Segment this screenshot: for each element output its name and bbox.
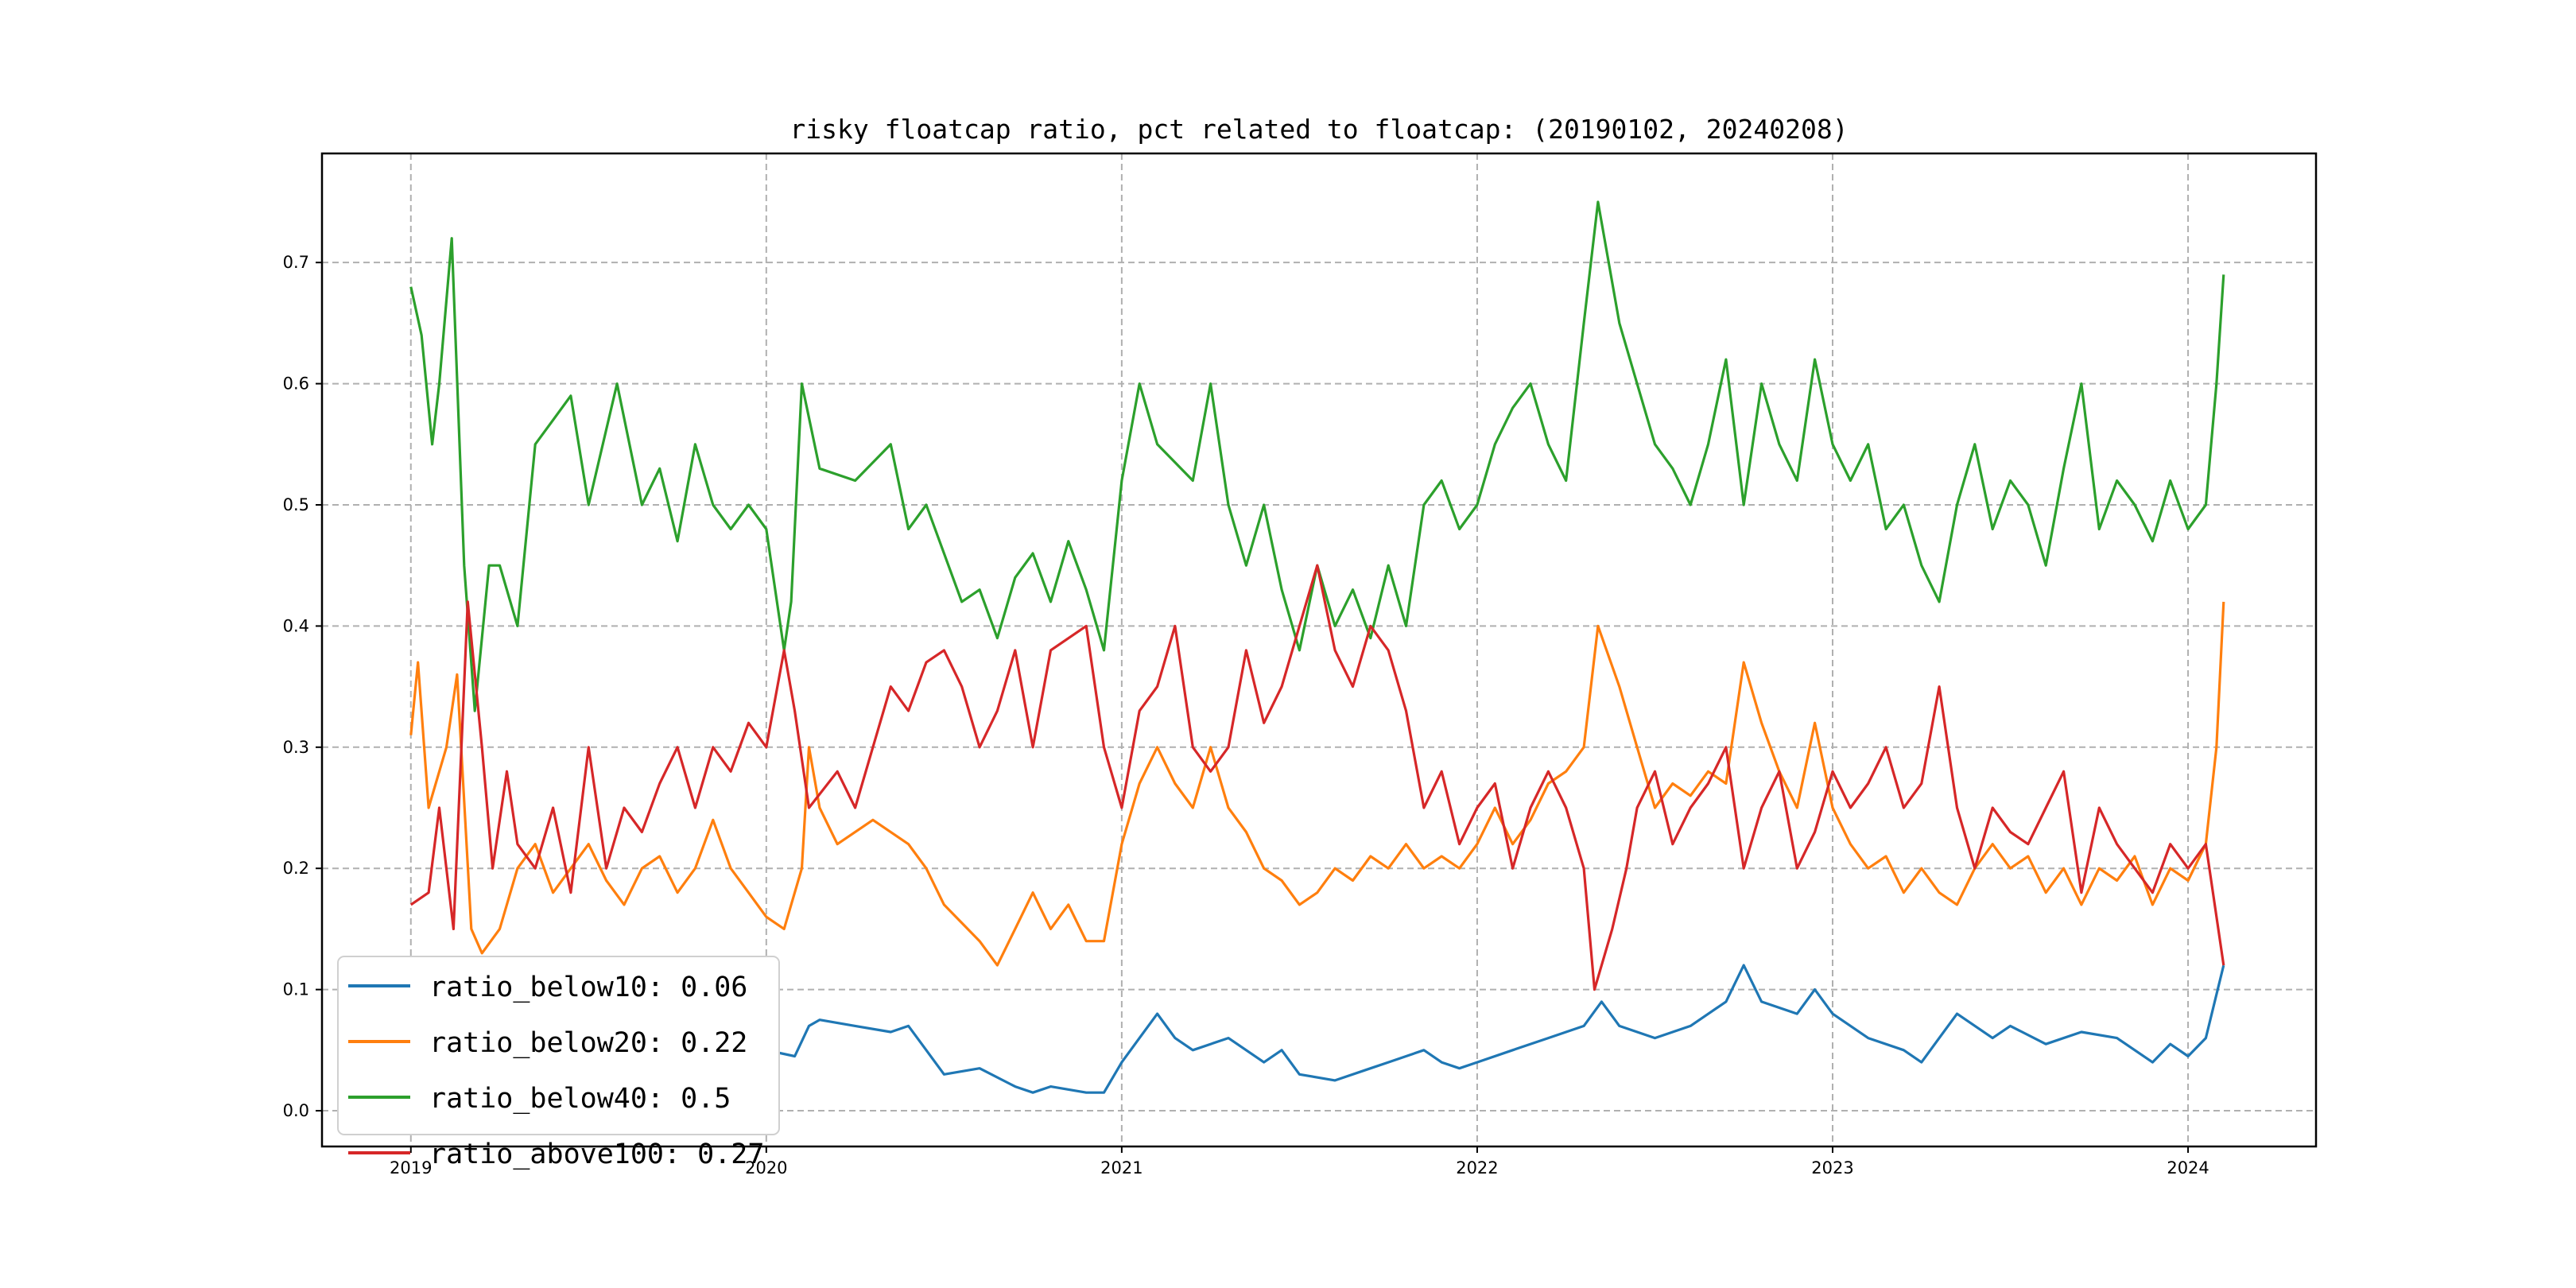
legend-label-ratio_below10: ratio_below10: 0.06: [429, 972, 747, 1003]
x-tick-label: 2024: [2167, 1158, 2209, 1177]
legend-label-ratio_above100: ratio_above100: 0.27: [429, 1139, 764, 1170]
y-tick-label: 0.7: [283, 253, 309, 272]
x-tick-label: 2021: [1100, 1158, 1143, 1177]
legend-box: [337, 956, 780, 1135]
plot-frame: [320, 152, 2318, 1148]
y-tick-label: 0.1: [283, 980, 309, 999]
axis-ticks: 2019 2020 2021 2022 2023 2024 0.0 0.1 0.2 0.3 0.4 0…: [281, 251, 2211, 1179]
y-tick-label: 0.4: [283, 616, 309, 635]
series-line-ratio_below20: [409, 601, 2225, 967]
y-tick-label: 0.6: [283, 374, 309, 394]
legend-label-ratio_below20: ratio_below20: 0.22: [429, 1027, 747, 1059]
x-tick-label: 2022: [1456, 1158, 1498, 1177]
y-tick-label: 0.2: [283, 859, 309, 878]
y-tick-label: 0.3: [283, 738, 309, 757]
x-tick-label: 2019: [390, 1158, 432, 1177]
y-tick-label: 0.5: [283, 495, 309, 514]
y-tick-label: 0.0: [283, 1101, 309, 1120]
series-line-ratio_above100: [409, 564, 2225, 991]
legend: ratio_below10: 0.06 ratio_below20: 0.22 ra…: [337, 956, 780, 1170]
x-tick-label: 2023: [1811, 1158, 1853, 1177]
legend-label-ratio_below40: ratio_below40: 0.5: [429, 1083, 731, 1115]
x-tick-label: 2020: [745, 1158, 787, 1177]
chart-title: risky floatcap ratio, pct related to flo…: [789, 114, 1848, 145]
series-line-ratio_below40: [409, 200, 2225, 712]
